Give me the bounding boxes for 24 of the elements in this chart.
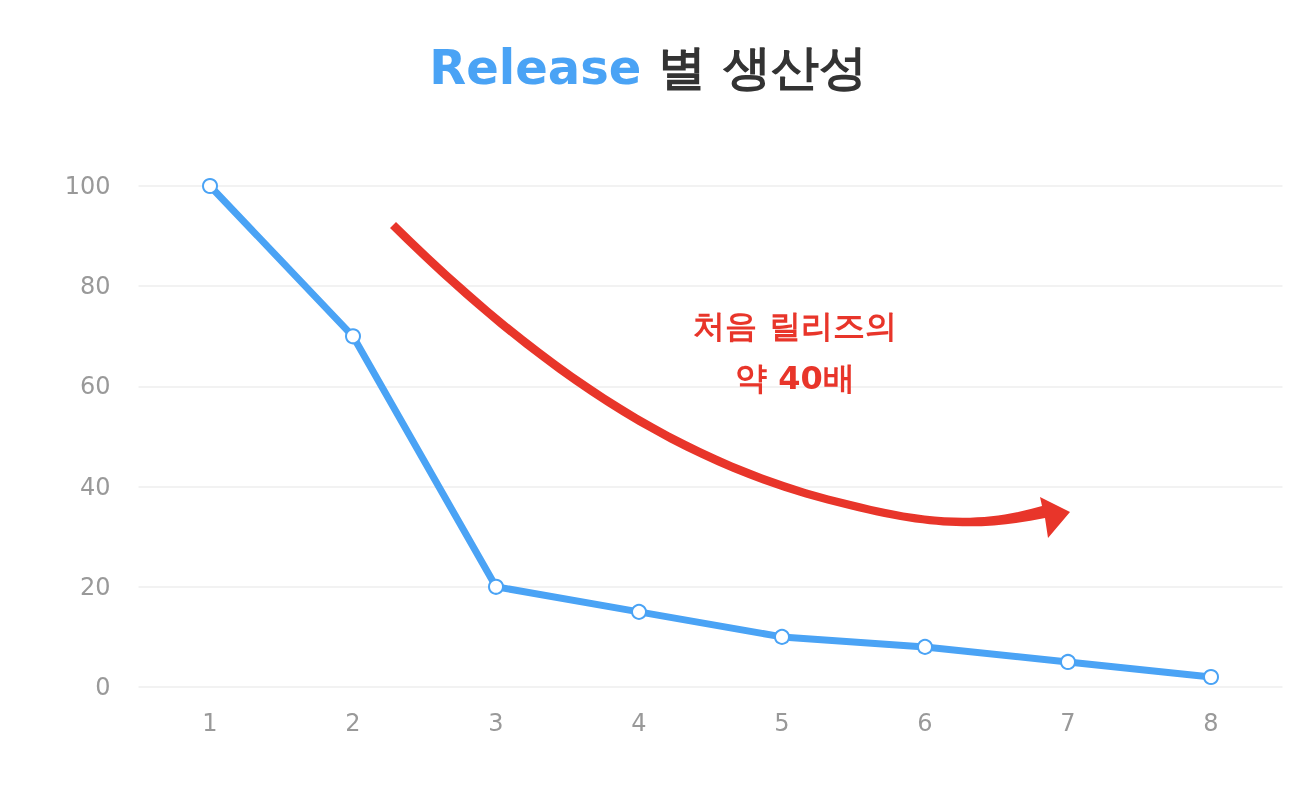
x-tick-label: 3 bbox=[488, 709, 504, 737]
point bbox=[774, 628, 790, 645]
x-tick-label: 7 bbox=[1060, 709, 1076, 737]
x-tick-label: 1 bbox=[202, 709, 218, 737]
y-tick-label: 100 bbox=[64, 172, 111, 200]
y-tick-label: 0 bbox=[95, 673, 111, 701]
x-tick-label: 8 bbox=[1203, 709, 1219, 737]
y-tick-label: 60 bbox=[79, 372, 111, 401]
x-tick-label: 4 bbox=[631, 709, 647, 737]
point bbox=[345, 328, 361, 345]
y-tick-label: 20 bbox=[79, 572, 111, 601]
point bbox=[1060, 653, 1076, 670]
x-tick-label: 2 bbox=[345, 709, 361, 737]
point bbox=[631, 603, 647, 620]
x-tick-label: 6 bbox=[917, 709, 933, 737]
point bbox=[488, 578, 504, 595]
y-tick-label: 80 bbox=[79, 272, 111, 301]
y-tick-label: 40 bbox=[79, 472, 111, 501]
point bbox=[1203, 668, 1219, 685]
point bbox=[917, 638, 933, 655]
annotation: 처음 릴리즈의 약 40배 bbox=[692, 306, 898, 399]
chart-title: Release 별 생산성 bbox=[429, 39, 867, 95]
point bbox=[202, 178, 218, 194]
x-tick-label: 5 bbox=[774, 709, 790, 737]
